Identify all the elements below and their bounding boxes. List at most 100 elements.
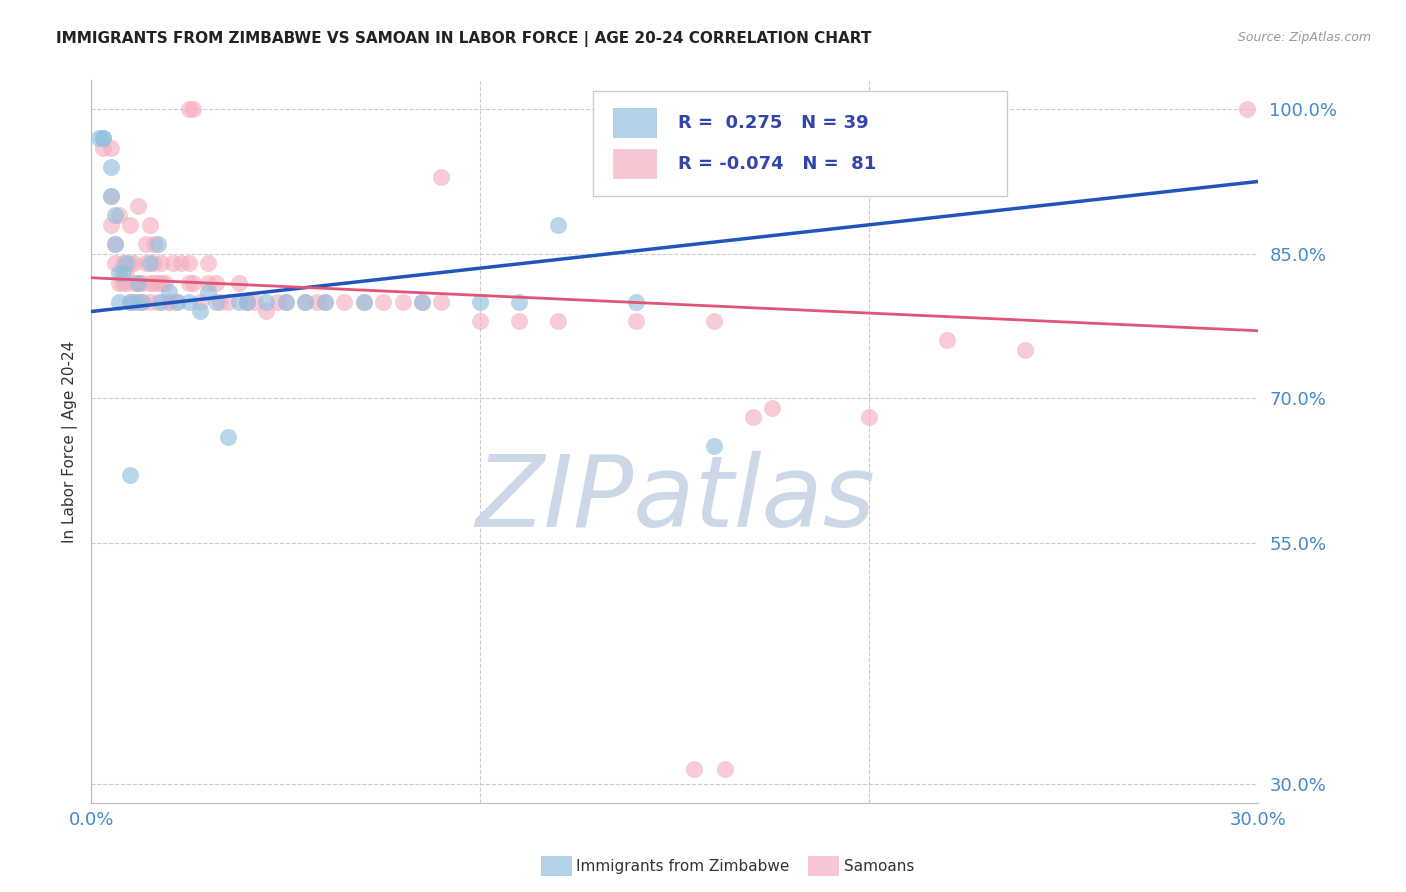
Point	[314, 294, 336, 309]
Point	[138, 294, 162, 309]
Point	[131, 294, 153, 309]
Point	[314, 294, 336, 309]
Point	[135, 237, 157, 252]
Point	[177, 102, 200, 116]
Point	[333, 294, 356, 309]
Point	[243, 294, 266, 309]
Point	[131, 294, 153, 309]
Point	[111, 256, 134, 270]
Point	[624, 294, 647, 309]
FancyBboxPatch shape	[613, 149, 658, 179]
Point	[217, 294, 239, 309]
Point	[228, 294, 250, 309]
Point	[138, 256, 162, 270]
Point	[155, 276, 177, 290]
Point	[150, 256, 173, 270]
Point	[430, 169, 453, 184]
Point	[936, 334, 959, 348]
Y-axis label: In Labor Force | Age 20-24: In Labor Force | Age 20-24	[62, 341, 77, 542]
Point	[104, 208, 127, 222]
Point	[122, 294, 145, 309]
Point	[188, 294, 211, 309]
Point	[150, 276, 173, 290]
Point	[146, 237, 169, 252]
Point	[111, 266, 134, 280]
Point	[508, 294, 530, 309]
Point	[1236, 102, 1258, 116]
Point	[197, 285, 219, 300]
Point	[547, 314, 569, 328]
Point	[294, 294, 316, 309]
Point	[127, 198, 149, 212]
Point	[294, 294, 316, 309]
FancyBboxPatch shape	[613, 108, 658, 138]
Point	[157, 285, 180, 300]
Text: ZIPatlas: ZIPatlas	[475, 450, 875, 548]
Point	[120, 218, 142, 232]
Point	[411, 294, 433, 309]
Point	[624, 314, 647, 328]
Point	[150, 294, 173, 309]
Point	[142, 237, 165, 252]
Point	[122, 276, 145, 290]
Point	[217, 430, 239, 444]
Point	[267, 294, 290, 309]
Point	[91, 141, 114, 155]
Point	[107, 208, 129, 222]
Point	[131, 276, 153, 290]
Point	[761, 401, 783, 415]
Point	[127, 294, 149, 309]
Point	[104, 256, 127, 270]
Point	[470, 294, 492, 309]
Point	[127, 276, 149, 290]
Point	[157, 294, 180, 309]
Point	[142, 276, 165, 290]
Point	[100, 218, 122, 232]
Point	[197, 256, 219, 270]
Point	[166, 294, 188, 309]
Point	[120, 256, 142, 270]
Point	[107, 276, 129, 290]
Point	[135, 256, 157, 270]
Point	[430, 294, 453, 309]
Text: IMMIGRANTS FROM ZIMBABWE VS SAMOAN IN LABOR FORCE | AGE 20-24 CORRELATION CHART: IMMIGRANTS FROM ZIMBABWE VS SAMOAN IN LA…	[56, 31, 872, 47]
Point	[1014, 343, 1036, 357]
Point	[256, 294, 278, 309]
Point	[205, 294, 228, 309]
Point	[197, 276, 219, 290]
Point	[181, 276, 204, 290]
Point	[120, 294, 142, 309]
Point	[181, 102, 204, 116]
Point	[177, 294, 200, 309]
Point	[547, 218, 569, 232]
Point	[858, 410, 880, 425]
Point	[274, 294, 297, 309]
Text: R = -0.074   N =  81: R = -0.074 N = 81	[678, 155, 876, 173]
Point	[157, 294, 180, 309]
Text: R =  0.275   N = 39: R = 0.275 N = 39	[678, 114, 869, 132]
Point	[236, 294, 259, 309]
Point	[138, 218, 162, 232]
Point	[122, 256, 145, 270]
FancyBboxPatch shape	[593, 91, 1008, 196]
Point	[142, 256, 165, 270]
Point	[100, 189, 122, 203]
Point	[256, 304, 278, 318]
Point	[177, 276, 200, 290]
Text: Source: ZipAtlas.com: Source: ZipAtlas.com	[1237, 31, 1371, 45]
Point	[162, 256, 184, 270]
Text: Samoans: Samoans	[844, 859, 914, 873]
Point	[353, 294, 375, 309]
Point	[89, 131, 111, 145]
Point	[120, 468, 142, 483]
Point	[353, 294, 375, 309]
Point	[107, 294, 129, 309]
Point	[236, 294, 259, 309]
Point	[236, 294, 259, 309]
Point	[111, 276, 134, 290]
Point	[371, 294, 394, 309]
Point	[115, 256, 138, 270]
Point	[177, 256, 200, 270]
Point	[305, 294, 328, 309]
Point	[411, 294, 433, 309]
